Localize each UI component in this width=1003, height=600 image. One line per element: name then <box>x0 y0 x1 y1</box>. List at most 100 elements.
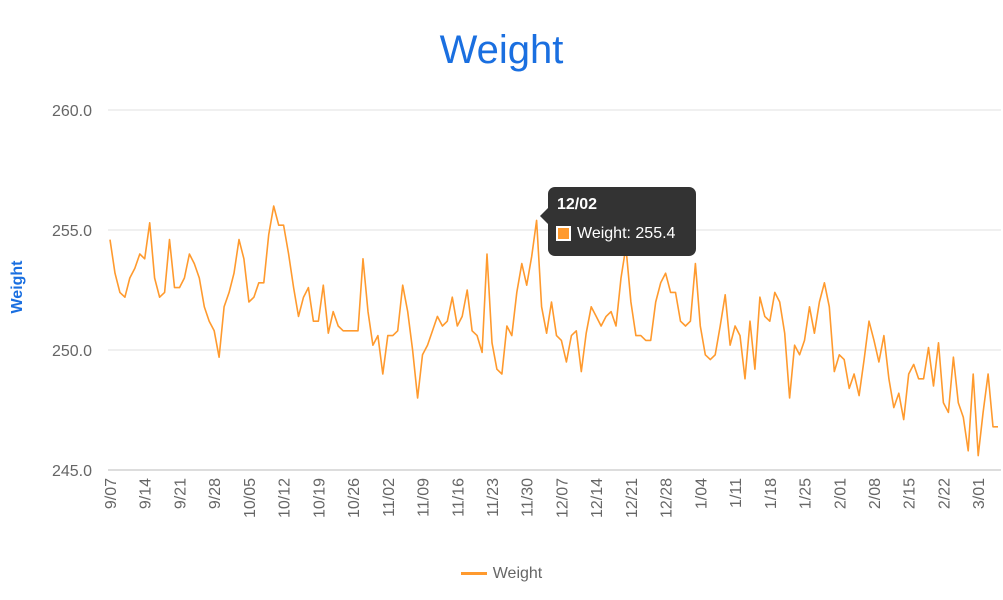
data-point <box>440 324 445 329</box>
data-point <box>599 324 604 329</box>
data-point <box>772 290 777 295</box>
data-point <box>192 261 197 266</box>
data-point <box>584 331 589 336</box>
tooltip-color-swatch <box>556 226 571 241</box>
data-point <box>207 319 212 324</box>
data-point <box>762 314 767 319</box>
data-point <box>445 319 450 324</box>
data-point <box>137 252 142 257</box>
data-point <box>222 304 227 309</box>
data-point <box>529 254 534 259</box>
y-tick-label: 250.0 <box>52 343 92 360</box>
data-point <box>460 314 465 319</box>
data-point <box>693 261 698 266</box>
data-point <box>291 285 296 290</box>
data-point <box>227 290 232 295</box>
data-point <box>455 324 460 329</box>
data-point <box>499 372 504 377</box>
data-point <box>767 319 772 324</box>
data-point <box>157 295 162 300</box>
data-point <box>574 328 579 333</box>
data-point <box>117 290 122 295</box>
data-point <box>475 333 480 338</box>
data-point <box>509 333 514 338</box>
data-point <box>326 331 331 336</box>
data-point <box>217 355 222 360</box>
x-tick-label: 10/26 <box>346 478 363 518</box>
data-point <box>480 350 485 355</box>
data-point <box>812 331 817 336</box>
x-tick-label: 12/21 <box>624 478 641 518</box>
tooltip-value: Weight: 255.4 <box>577 225 676 242</box>
data-point <box>802 338 807 343</box>
data-point <box>187 252 192 257</box>
data-point <box>797 352 802 357</box>
x-tick-label: 2/22 <box>936 478 953 509</box>
data-point <box>847 386 852 391</box>
data-point <box>777 300 782 305</box>
data-point <box>678 319 683 324</box>
data-point <box>256 280 261 285</box>
data-point <box>688 319 693 324</box>
data-point <box>643 338 648 343</box>
y-tick-label: 255.0 <box>52 223 92 240</box>
data-point <box>142 256 147 261</box>
data-point <box>425 343 430 348</box>
data-point <box>400 283 405 288</box>
y-tick-label: 260.0 <box>52 103 92 120</box>
x-tick-label: 9/28 <box>207 478 224 509</box>
data-point <box>698 324 703 329</box>
data-point <box>375 333 380 338</box>
data-point <box>723 292 728 297</box>
data-point <box>534 218 539 223</box>
data-point <box>301 295 306 300</box>
data-point <box>415 396 420 401</box>
data-point <box>351 328 356 333</box>
data-point <box>286 252 291 257</box>
data-point <box>251 295 256 300</box>
data-point <box>494 367 499 372</box>
x-tick-label: 11/09 <box>416 478 433 517</box>
data-point <box>842 357 847 362</box>
data-point <box>782 331 787 336</box>
data-point <box>554 333 559 338</box>
data-point <box>757 295 762 300</box>
data-point <box>896 391 901 396</box>
x-tick-label: 11/30 <box>520 478 537 517</box>
data-point <box>341 328 346 333</box>
data-point <box>281 223 286 228</box>
x-tick-label: 1/04 <box>693 478 710 509</box>
legend[interactable]: Weight <box>0 565 1003 583</box>
data-point <box>728 343 733 348</box>
data-point <box>926 345 931 350</box>
data-point <box>162 290 167 295</box>
x-tick-label: 10/05 <box>242 478 259 518</box>
data-point <box>246 300 251 305</box>
data-point <box>971 372 976 377</box>
data-point <box>961 415 966 420</box>
data-point <box>604 314 609 319</box>
data-point <box>658 280 663 285</box>
data-point <box>986 372 991 377</box>
data-point <box>236 237 241 242</box>
data-point <box>817 300 822 305</box>
data-point <box>881 333 886 338</box>
x-tick-label: 2/15 <box>902 478 919 509</box>
data-point <box>306 285 311 290</box>
data-point <box>241 256 246 261</box>
data-point <box>346 328 351 333</box>
data-point <box>638 333 643 338</box>
data-point <box>787 396 792 401</box>
data-point <box>718 324 723 329</box>
data-point <box>931 384 936 389</box>
data-point <box>951 355 956 360</box>
legend-label: Weight <box>492 565 543 582</box>
data-point <box>544 331 549 336</box>
x-tick-label: 3/01 <box>971 478 988 509</box>
data-point <box>271 204 276 209</box>
data-point <box>936 340 941 345</box>
weight-series-line <box>109 205 998 457</box>
data-point <box>742 376 747 381</box>
data-point <box>579 369 584 374</box>
data-point <box>906 372 911 377</box>
